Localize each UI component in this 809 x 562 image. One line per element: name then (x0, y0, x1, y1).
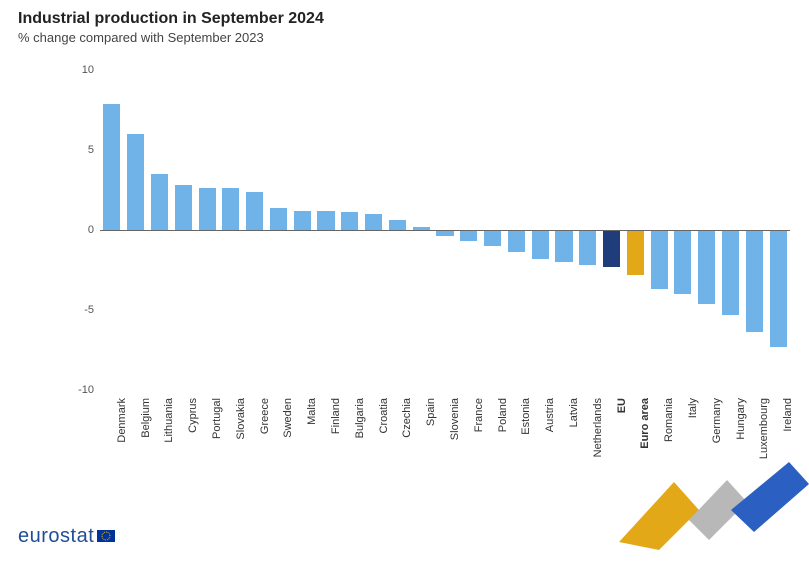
bar (317, 211, 334, 230)
bar (365, 214, 382, 230)
chart-header: Industrial production in September 2024 … (0, 0, 809, 45)
bar (603, 230, 620, 267)
footer: eurostat (18, 525, 115, 548)
y-tick-label: -5 (84, 304, 94, 316)
decorative-swoosh-icon (619, 462, 809, 552)
chart-subtitle: % change compared with September 2023 (18, 30, 809, 45)
y-tick-label: 5 (88, 144, 94, 156)
x-tick-label: Ireland (782, 398, 794, 432)
x-tick-label: Finland (330, 398, 342, 434)
x-tick-label: Greece (259, 398, 271, 434)
x-tick-label: Portugal (211, 398, 223, 439)
bar (389, 220, 406, 230)
eu-flag-icon (97, 530, 115, 542)
y-tick-label: 10 (82, 64, 94, 76)
bar (246, 192, 263, 230)
bar (651, 230, 668, 289)
bar (746, 230, 763, 332)
x-tick-label: Lithuania (163, 398, 175, 443)
bar (460, 230, 477, 241)
x-tick-label: France (473, 398, 485, 432)
x-tick-label: Hungary (735, 398, 747, 440)
bar (722, 230, 739, 315)
x-tick-label: Austria (544, 398, 556, 432)
zero-line (100, 230, 790, 231)
x-tick-label: Slovakia (235, 398, 247, 440)
x-tick-label: Luxembourg (758, 398, 770, 459)
chart-title: Industrial production in September 2024 (18, 10, 809, 28)
bar (579, 230, 596, 265)
x-tick-label: Poland (497, 398, 509, 432)
bar (151, 174, 168, 230)
x-tick-label: Cyprus (187, 398, 199, 433)
bar (103, 104, 120, 230)
x-tick-label: Romania (663, 398, 675, 442)
chart-area: -10-50510 (60, 70, 790, 390)
x-tick-label: Spain (425, 398, 437, 426)
eurostat-logo: eurostat (18, 525, 115, 547)
x-tick-label: Czechia (401, 398, 413, 438)
bar (508, 230, 525, 252)
bar (175, 185, 192, 230)
bar (627, 230, 644, 275)
bar (532, 230, 549, 259)
x-tick-label: Euro area (639, 398, 651, 449)
y-tick-label: -10 (78, 384, 94, 396)
bar (674, 230, 691, 294)
bar (341, 212, 358, 230)
x-tick-label: Latvia (568, 398, 580, 427)
bar (199, 188, 216, 230)
x-tick-label: EU (616, 398, 628, 413)
x-tick-label: Italy (687, 398, 699, 418)
bar (555, 230, 572, 262)
x-tick-label: Slovenia (449, 398, 461, 440)
plot-area (100, 70, 790, 390)
bar (698, 230, 715, 304)
bar (294, 211, 311, 230)
x-tick-label: Germany (711, 398, 723, 443)
x-tick-label: Denmark (116, 398, 128, 443)
y-tick-label: 0 (88, 224, 94, 236)
x-tick-label: Bulgaria (354, 398, 366, 438)
bar (222, 188, 239, 230)
x-tick-label: Croatia (378, 398, 390, 433)
x-tick-label: Belgium (140, 398, 152, 438)
y-axis: -10-50510 (60, 70, 100, 390)
x-tick-label: Sweden (282, 398, 294, 438)
bar (270, 208, 287, 230)
eurostat-logo-text: eurostat (18, 525, 94, 547)
bar (484, 230, 501, 246)
x-tick-label: Malta (306, 398, 318, 425)
x-tick-label: Netherlands (592, 398, 604, 457)
bar (127, 134, 144, 230)
bar (770, 230, 787, 347)
x-tick-label: Estonia (520, 398, 532, 435)
